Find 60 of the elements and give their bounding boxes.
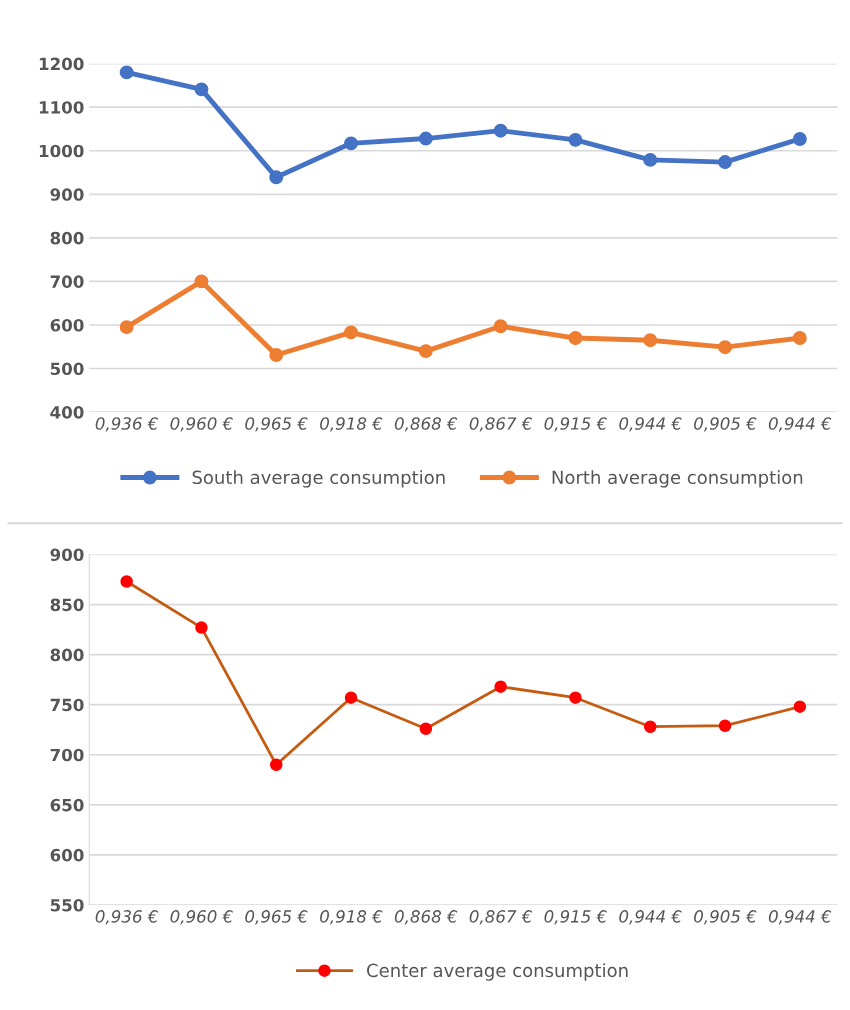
x-tick-label: 0,905 € xyxy=(694,910,757,925)
legend-label: Center average consumption xyxy=(367,963,628,981)
y-tick-label: 900 xyxy=(50,548,84,562)
point xyxy=(418,131,433,146)
y-tick-label: 750 xyxy=(50,698,84,712)
x-tick-label: 0,936 € xyxy=(95,417,158,432)
point xyxy=(568,132,583,147)
point xyxy=(643,333,658,348)
point xyxy=(119,65,134,80)
x-tick-label: 0,960 € xyxy=(170,417,233,432)
y-tick-label: 600 xyxy=(50,848,84,862)
legend-label: North average consumption xyxy=(552,470,803,488)
x-tick-label: 0,918 € xyxy=(320,417,383,432)
point xyxy=(344,325,358,340)
x-tick-label: 0,944 € xyxy=(768,910,832,925)
x-tick-label: 0,905 € xyxy=(694,417,757,432)
y-tick-label: 550 xyxy=(50,898,84,912)
x-tick-label: 0,915 € xyxy=(544,417,607,432)
point xyxy=(493,123,508,138)
point xyxy=(792,132,807,146)
y-tick-label: 900 xyxy=(50,188,84,201)
y-tick-label: 1200 xyxy=(39,57,84,71)
point xyxy=(643,152,658,167)
x-tick-label: 0,918 € xyxy=(320,910,383,925)
y-tick-label: 800 xyxy=(50,648,84,662)
x-tick-label: 0,867 € xyxy=(469,417,532,432)
point xyxy=(119,320,134,335)
y-tick-label: 600 xyxy=(50,318,84,332)
y-tick-label: 1100 xyxy=(39,101,84,114)
point xyxy=(792,331,807,345)
point xyxy=(269,170,284,185)
x-tick-label: 0,944 € xyxy=(619,417,682,432)
y-tick-label: 850 xyxy=(50,598,84,612)
point xyxy=(269,348,284,362)
legend-label: South average consumption xyxy=(192,470,445,488)
x-tick-label: 0,944 € xyxy=(768,417,832,432)
x-tick-label: 0,867 € xyxy=(469,910,532,925)
point xyxy=(418,344,433,359)
point xyxy=(194,274,209,289)
point xyxy=(718,340,732,355)
y-tick-label: 650 xyxy=(50,798,84,812)
x-tick-label: 0,868 € xyxy=(394,910,458,925)
point xyxy=(194,82,209,97)
x-tick-label: 0,965 € xyxy=(245,417,308,432)
y-tick-label: 800 xyxy=(50,231,84,245)
point xyxy=(568,331,583,345)
y-tick-label: 700 xyxy=(50,748,84,762)
y-tick-label: 400 xyxy=(50,406,84,419)
x-tick-label: 0,960 € xyxy=(170,910,233,925)
x-tick-label: 0,915 € xyxy=(544,910,607,925)
point xyxy=(493,319,508,334)
point xyxy=(718,155,732,170)
y-tick-label: 500 xyxy=(50,362,84,376)
point xyxy=(344,136,358,151)
x-tick-label: 0,965 € xyxy=(245,910,308,925)
y-tick-label: 700 xyxy=(50,275,84,288)
x-tick-label: 0,944 € xyxy=(619,910,682,925)
y-tick-label: 1000 xyxy=(39,144,84,158)
x-tick-label: 0,936 € xyxy=(95,910,158,925)
x-tick-label: 0,868 € xyxy=(394,417,458,432)
